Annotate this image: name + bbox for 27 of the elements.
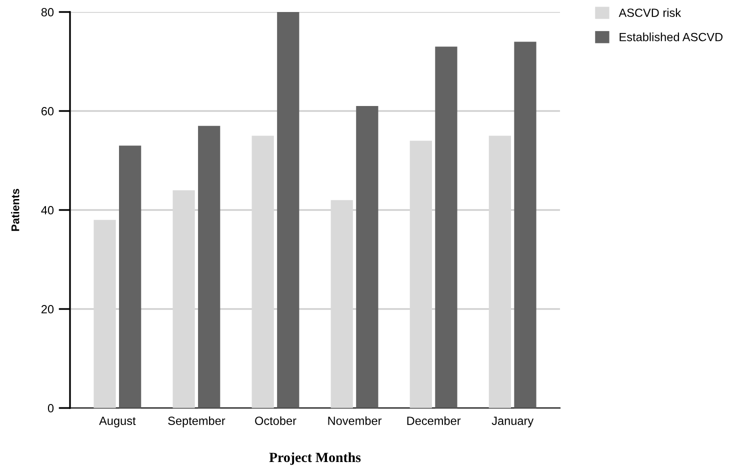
y-tick-label: 80 [41, 8, 54, 16]
y-tick-label: 60 [41, 107, 54, 116]
bar [277, 12, 300, 408]
bar [172, 190, 195, 408]
x-tick-label: January [492, 416, 534, 428]
x-tick-label: September [168, 416, 226, 428]
x-axis-title: Project Months [269, 452, 361, 465]
bar [252, 136, 274, 408]
x-tick-label: December [407, 416, 461, 426]
bar [330, 200, 353, 408]
x-tick-label: August [99, 416, 136, 428]
legend-label: Established ASCVD [620, 32, 723, 42]
x-tick-label: October [255, 416, 296, 426]
y-axis-title: Patients [11, 188, 20, 231]
y-tick-label: 40 [41, 206, 54, 214]
bar [198, 126, 220, 408]
bar [94, 220, 116, 408]
x-tick-label: November [328, 416, 382, 426]
y-tick-label: 20 [41, 305, 54, 314]
bar [356, 106, 378, 408]
bar [119, 146, 142, 408]
bar [514, 42, 536, 408]
legend-label: ASCVD risk [618, 8, 682, 17]
bar [410, 140, 432, 408]
y-tick-label: 0 [48, 404, 54, 412]
bar [488, 136, 511, 408]
bar [435, 46, 458, 408]
